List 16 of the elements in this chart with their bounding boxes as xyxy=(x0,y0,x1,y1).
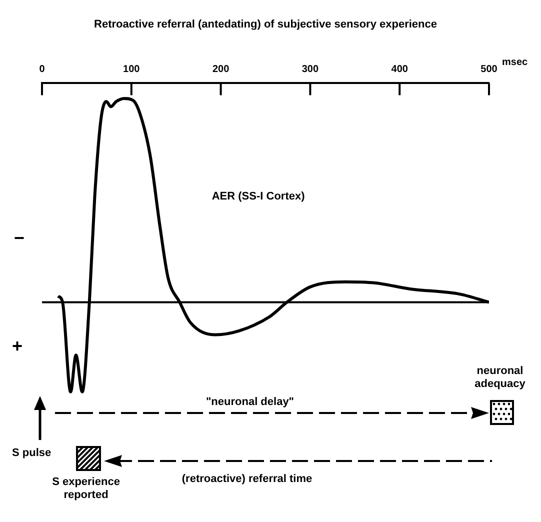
text: AER (SS-I Cortex) xyxy=(212,190,306,202)
text: S pulse xyxy=(12,447,52,460)
text: "neuronal delay" xyxy=(206,396,294,409)
text: (retroactive) referral time xyxy=(182,473,312,486)
x-tick-label: 300 xyxy=(302,64,319,75)
x-tick-label: 100 xyxy=(123,64,140,75)
text: S experience reported xyxy=(51,476,121,502)
chart-title: Retroactive referral (antedating) of subjective sensory experience xyxy=(94,18,437,31)
text: + xyxy=(12,336,23,356)
x-tick-label: 0 xyxy=(39,64,46,75)
x-tick-label: 400 xyxy=(391,64,408,75)
x-tick-label: 500 xyxy=(480,64,498,75)
x-axis-title: msec xyxy=(502,56,528,68)
annotation: neuronal adequacy xyxy=(474,365,526,391)
text: − xyxy=(14,228,25,248)
x-tick-label: 200 xyxy=(212,64,230,75)
